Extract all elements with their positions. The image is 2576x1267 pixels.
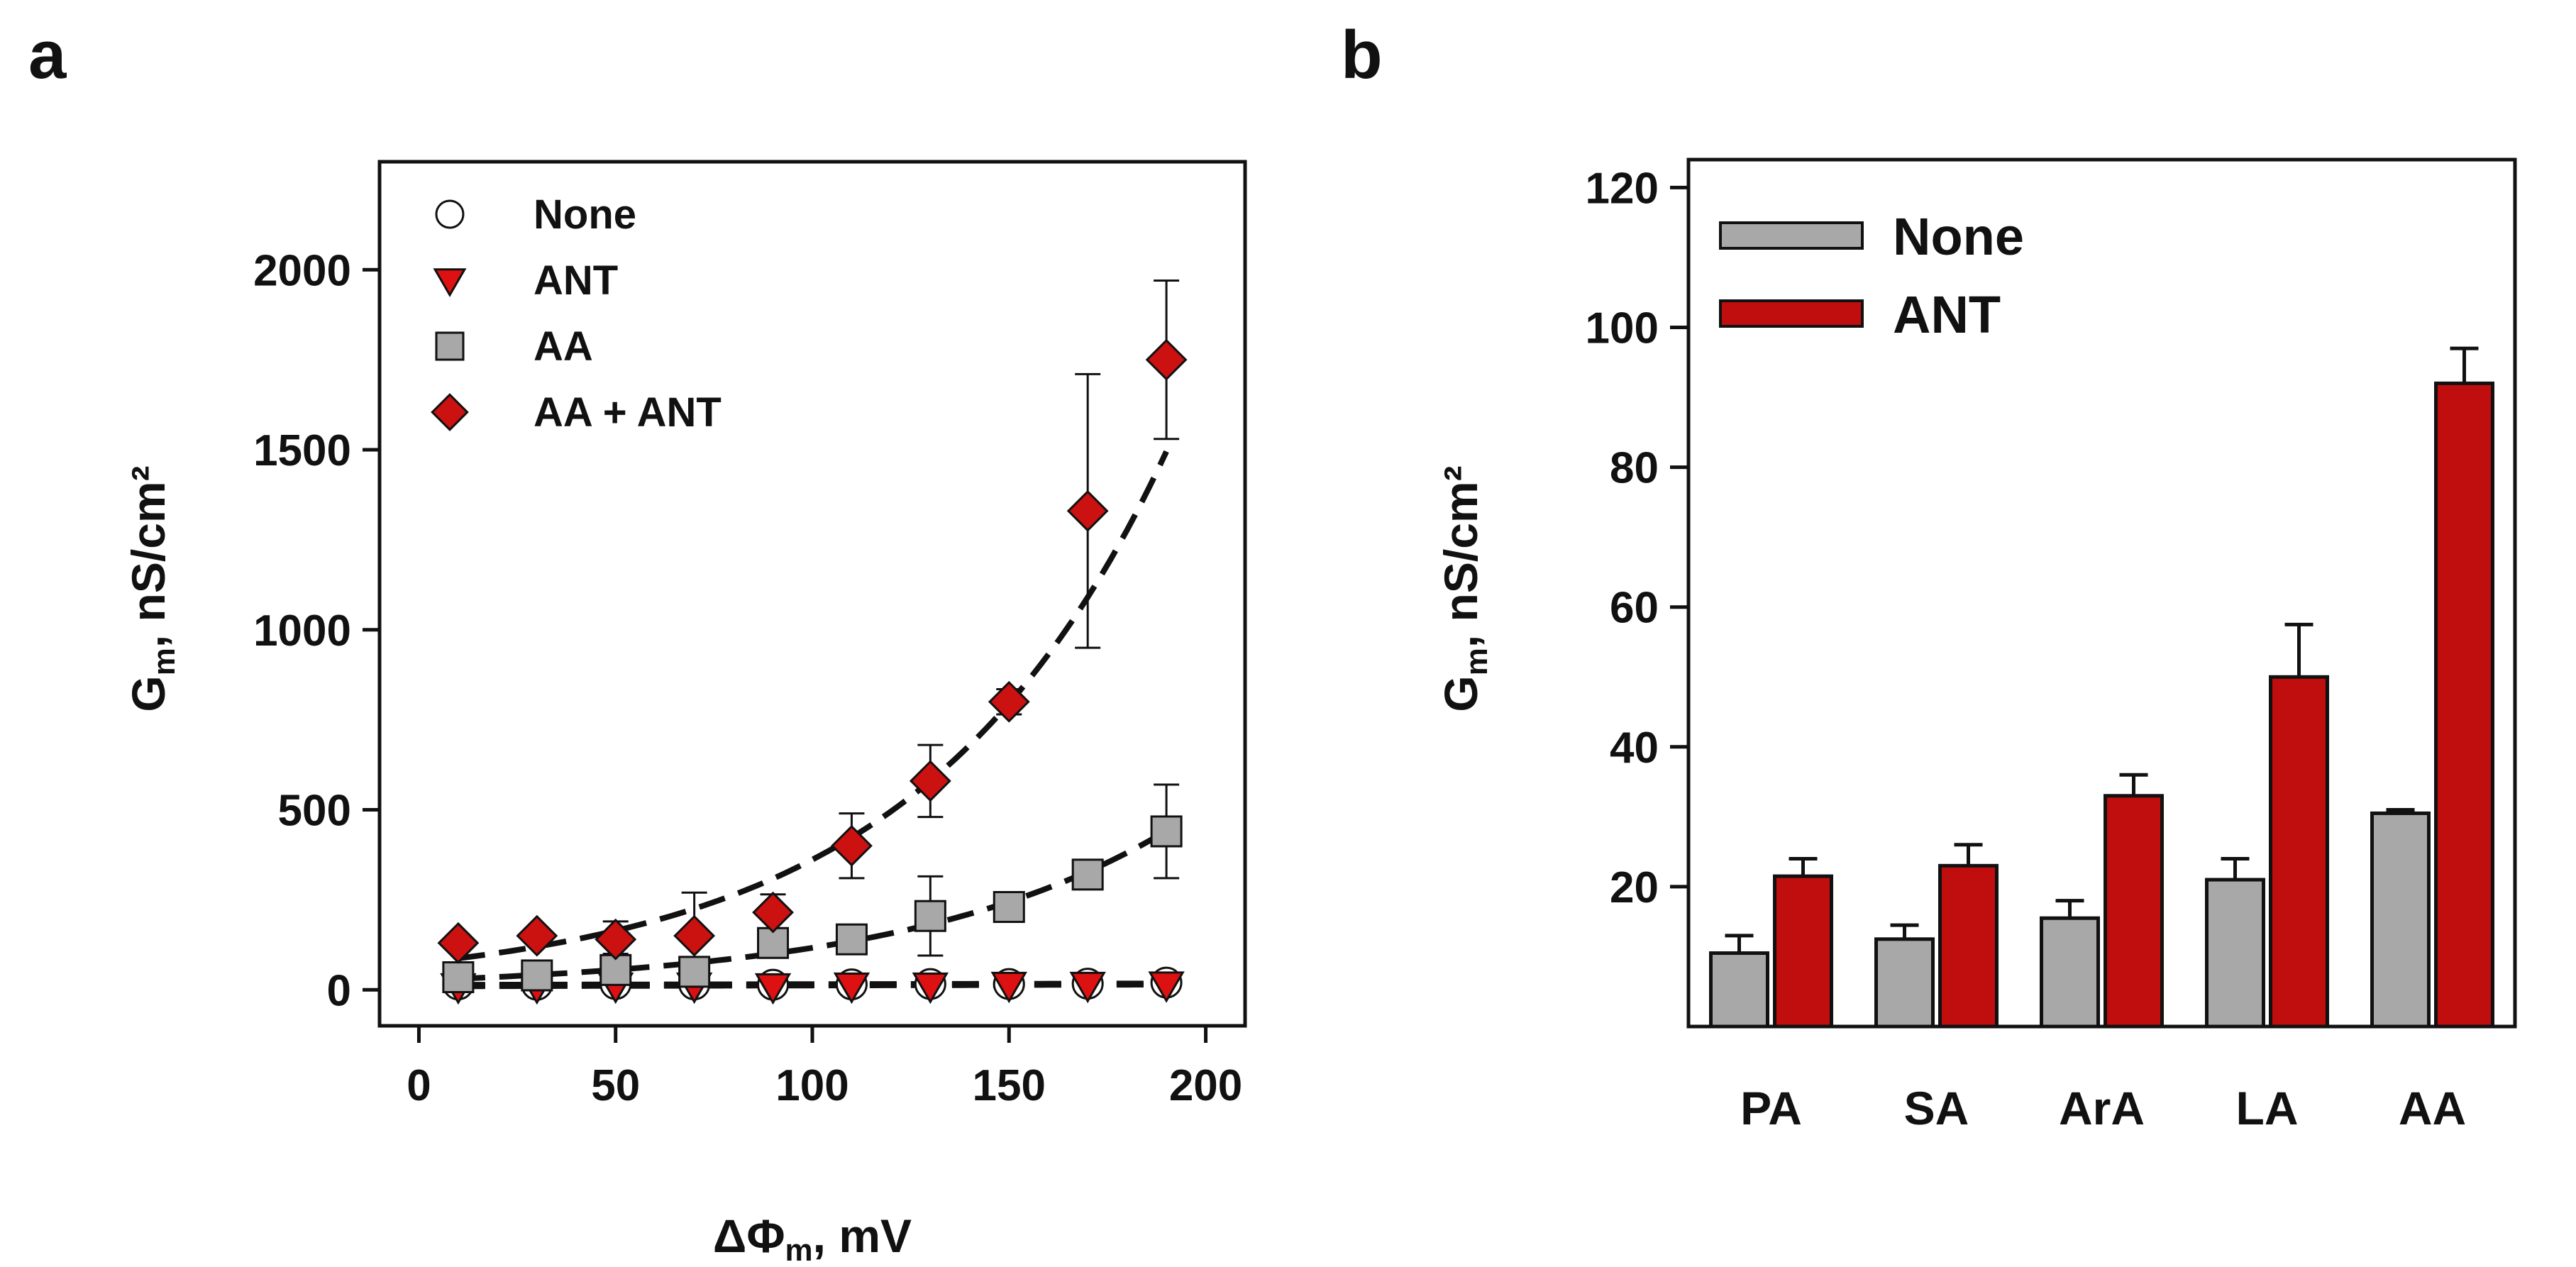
point-aa-170 bbox=[1071, 858, 1104, 891]
error-bars-a bbox=[445, 279, 1180, 993]
point-aa-110 bbox=[835, 923, 868, 956]
panel-letter-a: a bbox=[28, 17, 67, 93]
y-tick-label-b-120: 120 bbox=[1586, 164, 1659, 213]
fit-curves-a bbox=[458, 450, 1169, 990]
legend-a-marker-aa-ant bbox=[431, 393, 469, 431]
data-points-a bbox=[437, 338, 1188, 1005]
y-axis-title-b-unit: , nS/cm² bbox=[1435, 465, 1487, 648]
y-tick-label-a-1500: 1500 bbox=[253, 426, 351, 475]
point-aa-190 bbox=[1150, 815, 1183, 848]
y-axis-title-a-main: G bbox=[122, 675, 175, 712]
legend-a-label-ant: ANT bbox=[534, 258, 618, 304]
y-tick-label-b-80: 80 bbox=[1610, 444, 1659, 493]
x-tick-label-a-150: 150 bbox=[973, 1061, 1046, 1110]
legend-b-label-none: None bbox=[1893, 207, 2024, 266]
x-category-label-ara: ArA bbox=[2059, 1082, 2145, 1134]
point-ant-110 bbox=[833, 972, 870, 1005]
y-tick-label-a-1000: 1000 bbox=[253, 607, 351, 655]
y-tick-label-a-2000: 2000 bbox=[253, 246, 351, 295]
x-category-label-sa: SA bbox=[1904, 1082, 1969, 1134]
point-aa-ant-150 bbox=[988, 680, 1030, 723]
x-axis-title-a-sub: m bbox=[785, 1233, 813, 1267]
legend-b-swatch-ant bbox=[1719, 299, 1864, 328]
y-axis-title-b-main: G bbox=[1435, 675, 1487, 712]
point-ant-130 bbox=[912, 972, 949, 1005]
legend-b-label-ant: ANT bbox=[1893, 285, 2001, 344]
panel-b-bar-chart: 20 40 60 80 100 120 PA SA ArA LA AA None ANT Gm, nS… bbox=[1435, 157, 2517, 1134]
point-aa-ant-10 bbox=[437, 922, 480, 964]
x-category-label-aa: AA bbox=[2399, 1082, 2466, 1134]
point-aa-ant-30 bbox=[516, 914, 558, 957]
plot-frame-a bbox=[377, 160, 1247, 1028]
x-category-label-pa: PA bbox=[1740, 1082, 1802, 1134]
bar-ant-pa bbox=[1773, 874, 1833, 1029]
legend-b-swatch-none bbox=[1719, 221, 1864, 250]
bar-ant-aa bbox=[2434, 381, 2494, 1029]
x-tick-label-a-200: 200 bbox=[1169, 1061, 1242, 1110]
y-tick-label-b-20: 20 bbox=[1610, 863, 1659, 912]
fit-curve-aa bbox=[458, 828, 1168, 982]
x-tick-label-a-50: 50 bbox=[591, 1061, 640, 1110]
y-tick-label-b-60: 60 bbox=[1610, 584, 1659, 633]
legend-a-label-aa: AA bbox=[534, 323, 593, 370]
point-aa-30 bbox=[521, 959, 553, 992]
bar-none-aa bbox=[2370, 811, 2431, 1029]
plot-frame-b bbox=[1686, 157, 2517, 1029]
bar-ant-ara bbox=[2104, 794, 2164, 1029]
legend-b: None ANT bbox=[1719, 207, 2024, 344]
y-tick-label-b-100: 100 bbox=[1586, 304, 1659, 353]
legend-a-marker-none bbox=[435, 199, 465, 229]
legend-a: None ANT AA AA + ANT bbox=[431, 192, 722, 436]
y-axis-title-b-sub: m bbox=[1459, 648, 1494, 675]
y-axis-title-a-sub: m bbox=[147, 648, 182, 675]
point-ant-90 bbox=[754, 973, 792, 1005]
point-aa-10 bbox=[442, 961, 475, 993]
y-axis-title-b: Gm, nS/cm² bbox=[1435, 465, 1494, 712]
point-ant-150 bbox=[990, 971, 1027, 1004]
legend-a-marker-aa bbox=[435, 331, 465, 361]
y-tick-label-a-500: 500 bbox=[278, 787, 351, 836]
point-aa-90 bbox=[757, 926, 790, 959]
x-axis-title-a: ΔΦm, mV bbox=[713, 1210, 912, 1267]
bar-none-pa bbox=[1709, 951, 1769, 1029]
bar-ant-la bbox=[2269, 675, 2329, 1029]
y-axis-title-a-unit: , nS/cm² bbox=[122, 465, 175, 648]
point-aa-ant-50 bbox=[595, 918, 637, 961]
y-tick-label-a-0: 0 bbox=[327, 966, 351, 1015]
x-axis-title-a-main: ΔΦ bbox=[713, 1210, 785, 1262]
bar-none-la bbox=[2205, 878, 2265, 1029]
point-ant-190 bbox=[1148, 971, 1185, 1003]
point-aa-ant-110 bbox=[831, 824, 873, 867]
legend-a-label-none: None bbox=[534, 192, 636, 238]
point-aa-130 bbox=[914, 900, 946, 932]
point-aa-ant-130 bbox=[909, 760, 951, 802]
point-aa-70 bbox=[678, 956, 711, 988]
x-category-label-la: LA bbox=[2236, 1082, 2299, 1134]
point-aa-ant-90 bbox=[752, 891, 794, 934]
x-tick-label-a-0: 0 bbox=[407, 1061, 431, 1110]
fit-curve-aa-ant bbox=[458, 450, 1169, 961]
panel-letter-b: b bbox=[1341, 17, 1383, 93]
point-aa-ant-190 bbox=[1145, 338, 1188, 381]
x-tick-label-a-100: 100 bbox=[775, 1061, 848, 1110]
legend-a-marker-ant bbox=[433, 268, 467, 297]
fit-curve-ant bbox=[458, 981, 1167, 990]
point-aa-ant-170 bbox=[1066, 489, 1109, 532]
x-axis-title-a-unit: , mV bbox=[813, 1210, 912, 1262]
point-aa-150 bbox=[993, 891, 1025, 924]
bars-b bbox=[1709, 381, 2494, 1029]
axes-b: 20 40 60 80 100 120 PA SA ArA LA AA bbox=[1586, 164, 2467, 1134]
y-tick-label-b-40: 40 bbox=[1610, 724, 1659, 773]
bar-none-ara bbox=[2040, 916, 2100, 1029]
legend-a-label-aa-ant: AA + ANT bbox=[534, 389, 722, 436]
y-axis-title-a: Gm, nS/cm² bbox=[122, 465, 182, 712]
point-ant-170 bbox=[1069, 971, 1106, 1004]
bar-none-sa bbox=[1874, 937, 1935, 1029]
point-aa-ant-70 bbox=[673, 914, 716, 957]
error-bars-b bbox=[1725, 346, 2479, 953]
bar-ant-sa bbox=[1938, 863, 1999, 1029]
